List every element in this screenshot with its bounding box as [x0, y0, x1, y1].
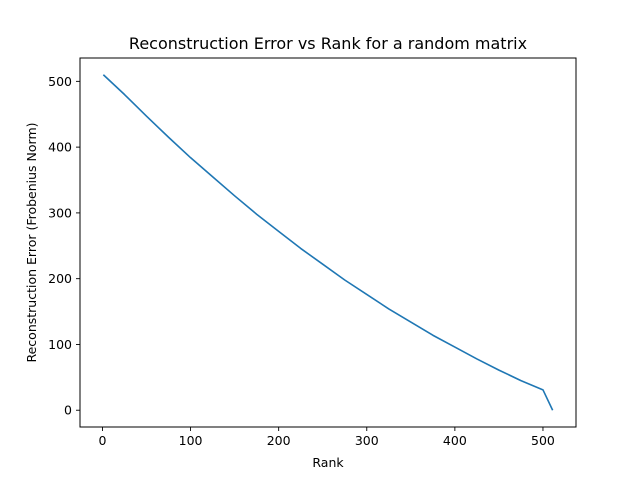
- y-tick-label: 0: [64, 403, 72, 418]
- y-tick-label: 100: [48, 337, 72, 352]
- x-tick-label: 500: [531, 433, 555, 448]
- x-axis-label: Rank: [312, 455, 344, 470]
- y-axis: 0 100 200 300 400 500: [48, 74, 80, 418]
- series-line: [102, 74, 554, 411]
- y-tick-label: 300: [48, 205, 72, 220]
- x-axis: 0 100 200 300 400 500: [98, 427, 555, 448]
- plot-area-frame: [79, 57, 577, 428]
- y-tick-label: 400: [48, 140, 72, 155]
- x-tick-label: 300: [355, 433, 379, 448]
- y-tick-label: 500: [48, 74, 72, 89]
- y-axis-label: Reconstruction Error (Frobenius Norm): [24, 122, 39, 362]
- chart-title: Reconstruction Error vs Rank for a rando…: [129, 34, 527, 53]
- x-tick-label: 200: [267, 433, 291, 448]
- x-tick-label: 100: [179, 433, 203, 448]
- x-tick-label: 400: [443, 433, 467, 448]
- x-tick-label: 0: [98, 433, 106, 448]
- y-tick-label: 200: [48, 271, 72, 286]
- series-layer: [102, 74, 554, 411]
